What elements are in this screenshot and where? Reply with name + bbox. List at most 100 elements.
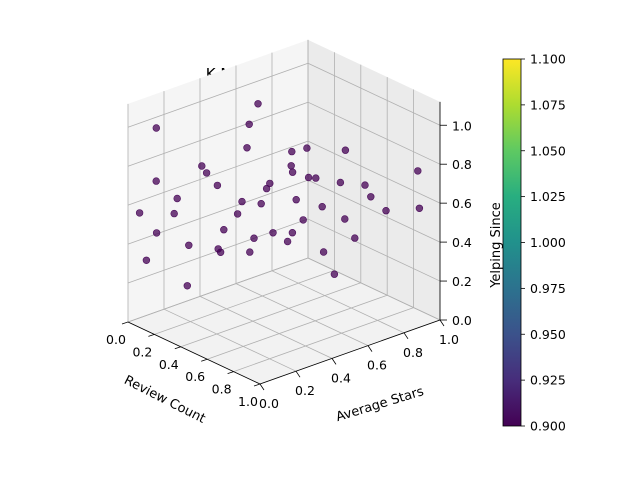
colorbar-tick-label: 1.025 <box>530 189 566 204</box>
x-tick-label: 0.8 <box>212 382 232 397</box>
data-point <box>304 173 313 182</box>
y-axis-label: Average Stars <box>334 384 426 425</box>
x-axis-line <box>127 321 261 385</box>
z-axis-label: Yelping Since <box>489 202 504 289</box>
data-point <box>152 177 160 185</box>
data-point <box>341 215 349 223</box>
data-point <box>415 204 424 213</box>
data-point <box>299 216 307 224</box>
data-point <box>152 124 161 132</box>
x-tick-label: 0.6 <box>185 369 205 384</box>
grid-line <box>127 257 309 323</box>
z-tick-label: 0.2 <box>452 274 472 289</box>
data-point <box>303 144 311 152</box>
axes-ticks: 0.00.20.40.60.81.0 0.00.20.40.60.81.00.00… <box>106 101 472 411</box>
y-tick-label: 0.8 <box>403 345 423 360</box>
y-tick-label: 0.2 <box>295 383 315 398</box>
data-point <box>319 248 328 256</box>
data-point <box>233 210 242 218</box>
grid-line <box>307 62 441 126</box>
colorbar-ticks: 0.900 0.925 0.950 0.975 1.000 1.025 1.050 1.075… <box>521 52 566 434</box>
data-point <box>142 256 151 264</box>
grid-line <box>154 270 335 335</box>
grid-line <box>307 257 441 321</box>
colorbar-gradient <box>502 58 522 427</box>
x-tick-mark <box>253 383 261 387</box>
grid-line <box>271 270 405 334</box>
grid-line <box>307 179 441 243</box>
data-point <box>250 234 258 242</box>
data-point <box>214 245 222 253</box>
scatter-points <box>135 100 424 290</box>
grid-line <box>127 101 309 167</box>
colorbar-tick-label: 0.975 <box>530 281 566 296</box>
y-tick-label: 0.4 <box>331 370 351 385</box>
grid-line <box>207 294 388 360</box>
data-point <box>213 181 222 190</box>
data-point <box>220 226 228 234</box>
colorbar-tick-label: 0.900 <box>530 419 566 434</box>
data-point <box>351 234 359 242</box>
data-point <box>288 168 297 176</box>
x-tick-label: 0.4 <box>159 357 179 372</box>
grid-line <box>127 140 309 206</box>
data-point <box>283 237 292 246</box>
y-tick-mark <box>295 370 301 378</box>
data-point <box>367 193 375 201</box>
grid-line <box>307 101 441 165</box>
pane-floor <box>128 258 440 384</box>
grid-line <box>180 282 361 348</box>
data-point <box>292 196 300 204</box>
z-tick-label: 0.4 <box>452 235 472 250</box>
y-tick-mark <box>367 345 373 352</box>
y-tick-label: 0.0 <box>259 396 279 411</box>
colorbar: 0.900 0.925 0.950 0.975 1.000 1.025 1.050 1.075… <box>502 52 566 434</box>
data-point <box>245 120 253 129</box>
data-point <box>336 178 345 187</box>
colorbar-tick-label: 1.075 <box>530 97 566 112</box>
x-tick-label: 0.0 <box>106 332 126 347</box>
data-point <box>254 100 262 108</box>
x-tick-label: 1.0 <box>238 394 258 409</box>
grid-line <box>199 296 333 359</box>
x-tick-mark <box>201 358 208 362</box>
colorbar-tick-label: 1.100 <box>530 52 566 67</box>
z-tick-label: 1.0 <box>452 118 472 133</box>
data-point <box>341 146 350 154</box>
x-tick-label: 0.2 <box>132 344 152 359</box>
grid-line <box>163 308 297 372</box>
z-tick-label: 0.0 <box>452 313 472 328</box>
grid-line <box>307 140 441 204</box>
data-point <box>243 144 251 152</box>
grid-line <box>235 283 369 346</box>
data-point <box>330 270 339 278</box>
grid-line <box>233 307 414 372</box>
data-point <box>318 203 326 211</box>
y-tick-mark <box>259 383 265 391</box>
data-point <box>266 179 274 188</box>
y-tick-label: 0.6 <box>367 358 387 373</box>
y-tick-mark <box>331 358 337 365</box>
data-point <box>288 229 297 237</box>
data-point <box>361 181 369 189</box>
data-point <box>382 207 390 215</box>
axes-grid <box>127 39 441 385</box>
z-tick-label: 0.6 <box>452 196 472 211</box>
data-point <box>257 200 265 208</box>
colorbar-tick-label: 0.950 <box>530 327 566 342</box>
y-tick-mark <box>439 319 445 327</box>
x-tick-mark <box>148 334 155 337</box>
y-tick-mark <box>403 332 409 340</box>
data-point <box>312 174 320 182</box>
data-point <box>185 241 193 250</box>
x-tick-mark <box>174 346 181 350</box>
data-point <box>152 229 161 237</box>
data-point <box>414 167 422 175</box>
data-point <box>287 162 295 170</box>
data-point <box>170 209 178 218</box>
data-point <box>202 169 211 177</box>
data-point <box>183 282 192 290</box>
grid-line <box>127 62 309 128</box>
y-axis-line <box>259 319 441 385</box>
